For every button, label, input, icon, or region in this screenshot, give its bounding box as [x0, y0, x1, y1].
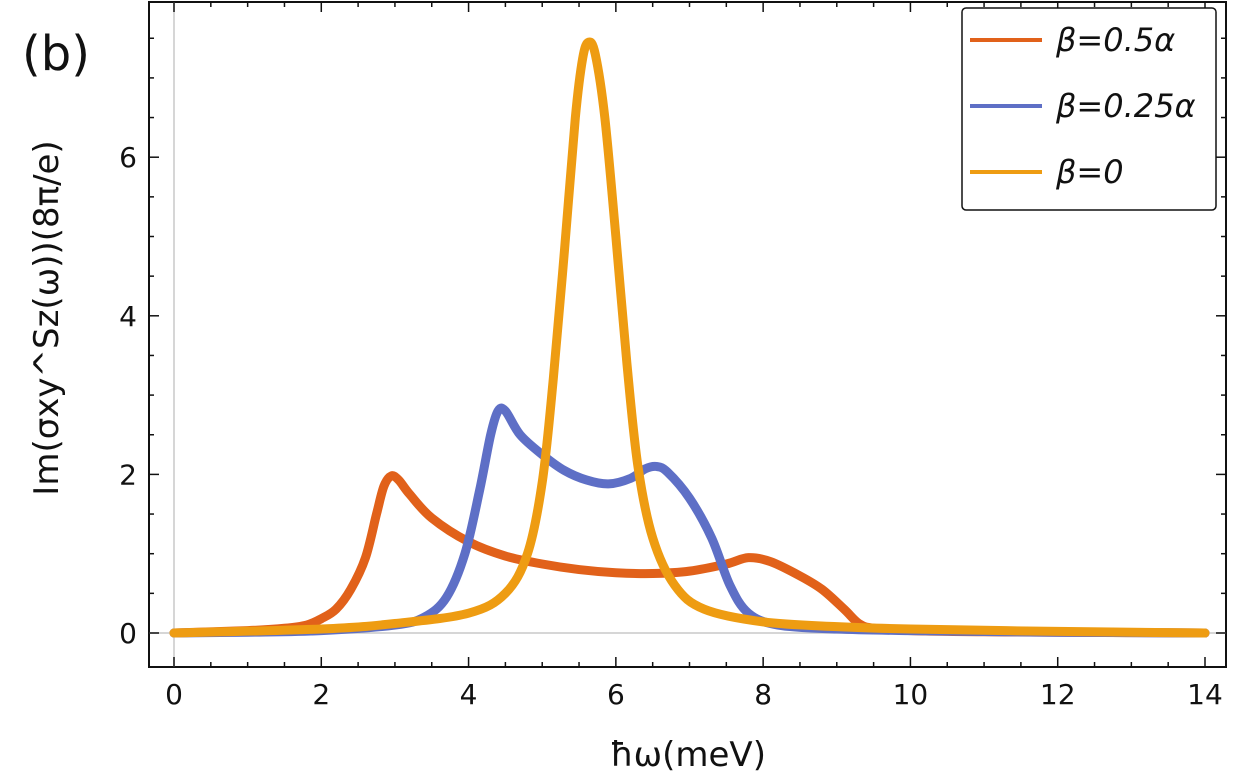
series-line-3	[169, 37, 1210, 638]
axis-ticks: 0 2 4 6 8 10 12 14 0 2 4 6	[119, 2, 1226, 711]
legend-label-2: β=0.25α	[1055, 87, 1196, 125]
y-tick-label: 4	[119, 300, 137, 333]
series-layer	[169, 37, 1210, 638]
x-tick-label: 6	[607, 678, 625, 711]
legend-items: β=0.5α β=0.25α β=0	[970, 21, 1196, 191]
x-tick-label: 12	[1040, 678, 1076, 711]
x-tick-label: 8	[754, 678, 772, 711]
legend-box	[961, 7, 1217, 211]
y-tick-label: 2	[119, 458, 137, 491]
x-tick-label: 4	[460, 678, 478, 711]
y-tick-label: 0	[119, 617, 137, 650]
x-axis-title: ħω(meV)	[610, 735, 766, 775]
plot-frame	[148, 1, 1227, 668]
panel-label: (b)	[22, 26, 90, 82]
x-tick-label: 14	[1187, 678, 1223, 711]
y-axis-title: Im(σxy^Sz(ω))(8π/e)	[27, 140, 67, 495]
legend-label-3: β=0	[1055, 153, 1124, 191]
x-tick-label: 10	[893, 678, 929, 711]
legend-label-1: β=0.5α	[1055, 21, 1175, 59]
x-tick-label: 2	[312, 678, 330, 711]
x-tick-label: 0	[165, 678, 183, 711]
legend: β=0.5α β=0.25α β=0	[961, 7, 1217, 211]
y-tick-label: 6	[119, 141, 137, 174]
y-axis-title-group: Im(σxy^Sz(ω))(8π/e)	[27, 140, 67, 495]
